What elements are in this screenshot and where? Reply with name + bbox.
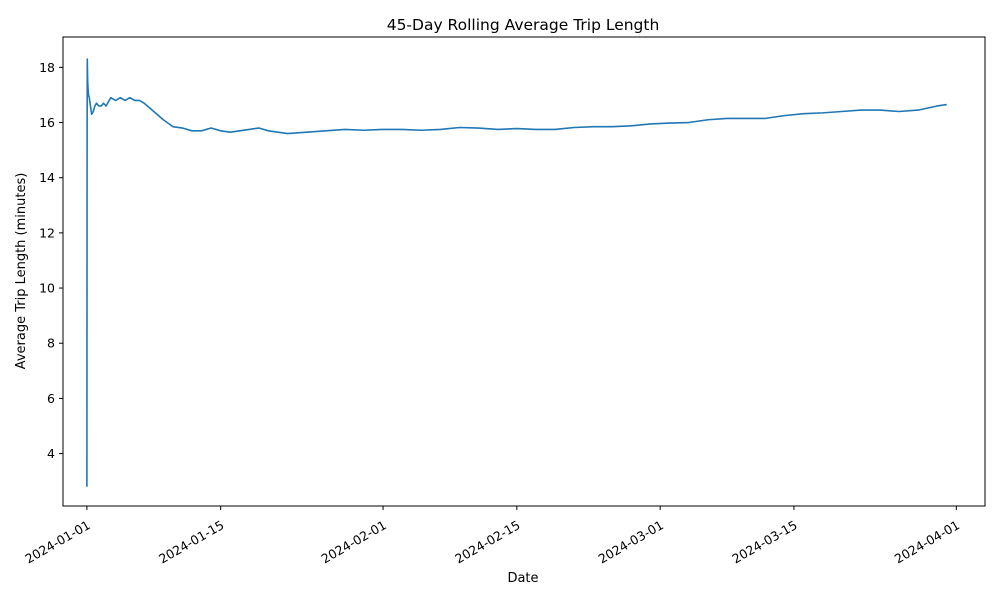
y-tick-label: 10 <box>39 281 55 296</box>
y-tick-label: 4 <box>47 446 55 461</box>
y-axis-label: Average Trip Length (minutes) <box>14 173 29 370</box>
y-tick-label: 8 <box>47 336 55 351</box>
y-tick-label: 14 <box>39 170 55 185</box>
chart-title: 45-Day Rolling Average Trip Length <box>387 16 660 34</box>
y-tick-label: 16 <box>39 115 55 130</box>
y-axis: 4 6 8 10 12 14 16 18 <box>39 60 63 461</box>
axes-frame <box>62 36 986 507</box>
y-tick-label: 12 <box>39 225 55 240</box>
x-axis-label: Date <box>507 571 538 586</box>
plot-area <box>86 58 947 487</box>
y-tick-label: 18 <box>39 60 55 75</box>
y-tick-label: 6 <box>47 391 55 406</box>
series-line-0 <box>86 58 947 487</box>
